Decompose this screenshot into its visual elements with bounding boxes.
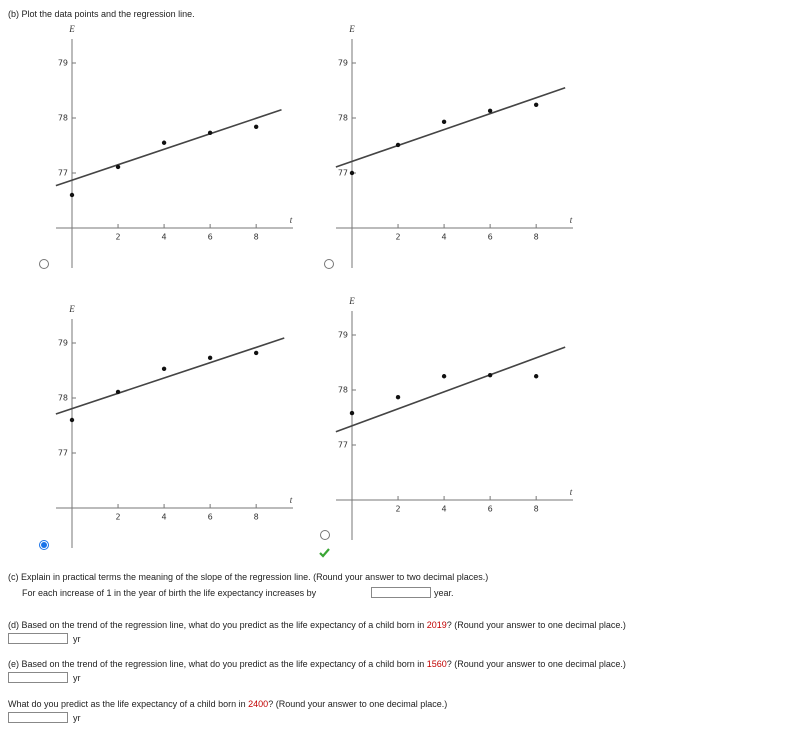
data-point bbox=[253, 124, 259, 129]
data-point bbox=[69, 192, 75, 198]
regression-line bbox=[55, 337, 285, 415]
data-point bbox=[395, 394, 401, 400]
y-tick-label: 79 bbox=[338, 59, 348, 68]
x-tick-label: 4 bbox=[442, 233, 447, 242]
x-tick-label: 8 bbox=[254, 233, 259, 242]
x-tick-label: 6 bbox=[488, 233, 493, 242]
correct-check bbox=[319, 548, 330, 558]
x-tick-label: 6 bbox=[208, 233, 213, 242]
data-point bbox=[207, 130, 213, 136]
question-f-year: 2400 bbox=[248, 699, 269, 709]
question-d: (d) Based on the trend of the regression… bbox=[8, 620, 626, 630]
question-e-text: ? (Round your answer to one decimal plac… bbox=[446, 659, 626, 669]
x-axis-label: t bbox=[570, 215, 573, 225]
x-tick-label: 4 bbox=[162, 233, 167, 242]
data-point bbox=[533, 374, 539, 379]
question-f: What do you predict as the life expectan… bbox=[8, 699, 447, 709]
question-d-year: 2019 bbox=[426, 620, 447, 630]
regression-line bbox=[335, 86, 566, 168]
data-point bbox=[395, 142, 401, 148]
x-tick-label: 2 bbox=[115, 233, 120, 242]
x-axis-label: t bbox=[290, 495, 293, 505]
data-point bbox=[161, 140, 167, 145]
answer-e-input[interactable] bbox=[8, 672, 68, 683]
y-tick-label: 77 bbox=[58, 169, 68, 178]
question-f-text: What do you predict as the life expectan… bbox=[8, 699, 246, 709]
y-axis-label: E bbox=[348, 296, 355, 306]
data-point bbox=[349, 170, 355, 176]
y-tick-label: 77 bbox=[58, 449, 68, 458]
question-c-prompt: For each increase of 1 in the year of bi… bbox=[22, 588, 317, 598]
data-point bbox=[115, 389, 121, 395]
y-axis-label: E bbox=[68, 24, 75, 34]
question-e-unit: yr bbox=[73, 673, 81, 683]
x-tick-label: 8 bbox=[534, 233, 539, 242]
data-point bbox=[533, 102, 539, 108]
data-point bbox=[441, 374, 447, 379]
data-point bbox=[487, 372, 493, 378]
question-c-label: (c) Explain in practical terms the meani… bbox=[8, 572, 489, 582]
x-axis-label: t bbox=[290, 215, 293, 225]
question-f-text: ? (Round your answer to one decimal plac… bbox=[268, 699, 448, 709]
y-tick-label: 79 bbox=[338, 331, 348, 340]
plot-option-radio[interactable] bbox=[324, 259, 334, 269]
question-f-unit: yr bbox=[73, 713, 81, 723]
data-point bbox=[253, 350, 259, 356]
question-d-text: ? (Round your answer to one decimal plac… bbox=[446, 620, 626, 630]
question-d-unit: yr bbox=[73, 634, 81, 644]
y-axis-label: E bbox=[68, 304, 75, 314]
data-point bbox=[69, 417, 75, 423]
x-tick-label: 6 bbox=[488, 505, 493, 514]
data-point bbox=[161, 366, 167, 372]
data-point bbox=[441, 119, 447, 125]
plot-option-radio[interactable] bbox=[39, 540, 49, 550]
regression-line bbox=[55, 108, 282, 187]
y-tick-label: 78 bbox=[58, 114, 68, 123]
y-tick-label: 78 bbox=[338, 386, 348, 395]
x-tick-label: 8 bbox=[254, 513, 259, 522]
y-axis-label: E bbox=[348, 24, 355, 34]
x-tick-label: 8 bbox=[534, 505, 539, 514]
plot-option-radio[interactable] bbox=[39, 259, 49, 269]
answer-d-input[interactable] bbox=[8, 633, 68, 644]
question-e: (e) Based on the trend of the regression… bbox=[8, 659, 626, 669]
question-c-unit: year. bbox=[434, 588, 454, 598]
answer-c-input[interactable] bbox=[371, 587, 431, 598]
y-tick-label: 78 bbox=[338, 114, 348, 123]
y-tick-label: 78 bbox=[58, 394, 68, 403]
y-tick-label: 77 bbox=[338, 441, 348, 450]
y-tick-label: 77 bbox=[338, 169, 348, 178]
question-e-text: (e) Based on the trend of the regression… bbox=[8, 659, 425, 669]
data-point bbox=[207, 355, 213, 361]
data-point bbox=[487, 108, 493, 114]
section-title: (b) Plot the data points and the regress… bbox=[8, 9, 195, 19]
y-tick-label: 79 bbox=[58, 59, 68, 68]
x-tick-label: 2 bbox=[115, 513, 120, 522]
y-tick-label: 79 bbox=[58, 339, 68, 348]
question-e-year: 1560 bbox=[426, 659, 447, 669]
x-axis-label: t bbox=[570, 487, 573, 497]
answer-f-input[interactable] bbox=[8, 712, 68, 723]
data-point bbox=[115, 164, 121, 170]
x-tick-label: 4 bbox=[162, 513, 167, 522]
x-tick-label: 6 bbox=[208, 513, 213, 522]
x-tick-label: 2 bbox=[395, 505, 400, 514]
x-tick-label: 2 bbox=[395, 233, 400, 242]
plot-option-radio[interactable] bbox=[320, 530, 330, 540]
data-point bbox=[349, 410, 355, 416]
question-d-text: (d) Based on the trend of the regression… bbox=[8, 620, 425, 630]
regression-line bbox=[335, 346, 566, 433]
x-tick-label: 4 bbox=[442, 505, 447, 514]
